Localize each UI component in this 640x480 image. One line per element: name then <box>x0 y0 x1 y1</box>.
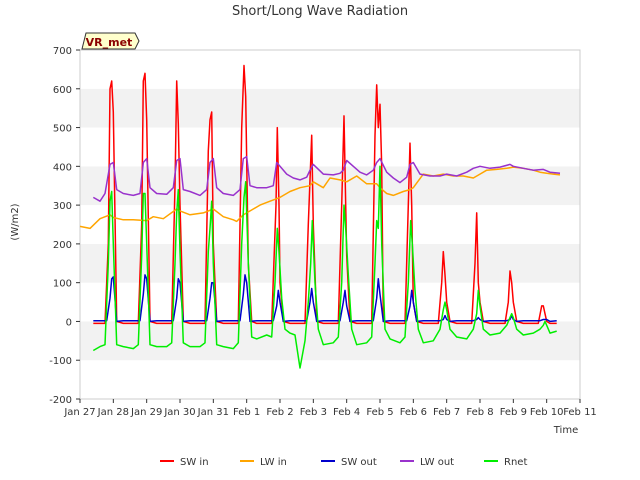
x-tick-label: Feb 2 <box>266 407 293 418</box>
series-line-sw-out <box>93 274 557 323</box>
legend-item-sw-in: SW in <box>160 457 209 468</box>
x-tick-label: Jan 27 <box>63 407 95 418</box>
series-line-lw-out <box>92 155 561 202</box>
x-tick-label: Feb 10 <box>530 407 564 418</box>
x-tick-label: Jan 28 <box>97 407 129 418</box>
y-tick-label: -100 <box>49 356 72 367</box>
series-line-lw-in <box>79 166 561 230</box>
grid-band <box>80 282 580 322</box>
y-axis-ticks: -200 -100 0 100 200 300 400 500 600 700 <box>49 46 80 406</box>
x-tick-label: Feb 4 <box>333 407 360 418</box>
x-axis-label: Time <box>553 425 578 436</box>
y-tick-label: 100 <box>53 279 72 290</box>
grid-band <box>80 127 580 167</box>
series-line-rnet <box>92 165 557 369</box>
y-tick-label: 700 <box>53 46 72 57</box>
legend: SW in LW in SW out LW out Rnet <box>160 457 527 468</box>
x-tick-label: Feb 5 <box>366 407 393 418</box>
grid-band <box>80 243 580 283</box>
legend-item-lw-in: LW in <box>240 457 287 468</box>
legend-label: LW out <box>420 457 454 468</box>
y-tick-label: 200 <box>53 240 72 251</box>
legend-label: LW in <box>260 457 287 468</box>
legend-label: SW out <box>341 457 377 468</box>
grid-band <box>80 166 580 206</box>
y-tick-label: 0 <box>66 317 72 328</box>
x-tick-label: Feb 9 <box>500 407 527 418</box>
x-tick-label: Feb 3 <box>300 407 327 418</box>
site-badge-label: VR_met <box>86 36 133 49</box>
grid-band <box>80 205 580 244</box>
y-tick-label: 300 <box>53 201 72 212</box>
x-tick-label: Feb 7 <box>433 407 460 418</box>
x-tick-label: Jan 31 <box>197 407 229 418</box>
y-tick-label: 400 <box>53 162 72 173</box>
x-tick-label: Feb 6 <box>400 407 427 418</box>
chart-title: Short/Long Wave Radiation <box>232 4 408 19</box>
grid-bands <box>80 50 580 399</box>
legend-item-rnet: Rnet <box>484 457 527 468</box>
grid-band <box>80 50 580 89</box>
y-axis-label: (W/m2) <box>10 203 21 240</box>
grid-band <box>80 88 580 128</box>
plot-frame <box>79 49 581 400</box>
x-tick-label: Feb 1 <box>233 407 260 418</box>
y-tick-label: 500 <box>53 124 72 135</box>
series-layer <box>79 64 561 369</box>
legend-item-lw-out: LW out <box>400 457 454 468</box>
legend-label: Rnet <box>504 457 527 468</box>
grid-band <box>80 360 580 399</box>
y-tick-label: 600 <box>53 85 72 96</box>
x-axis-ticks: Jan 27 Jan 28 Jan 29 Jan 30 Jan 31 Feb 1 Feb 2… <box>63 399 597 418</box>
legend-label: SW in <box>180 457 209 468</box>
x-tick-label: Jan 29 <box>130 407 162 418</box>
x-tick-label: Jan 30 <box>163 407 195 418</box>
site-badge: VR_met <box>81 32 140 50</box>
y-tick-label: -200 <box>49 395 72 406</box>
legend-item-sw-out: SW out <box>321 457 377 468</box>
grid-band <box>80 321 580 361</box>
x-tick-label: Feb 11 <box>563 407 597 418</box>
x-tick-label: Feb 8 <box>466 407 493 418</box>
